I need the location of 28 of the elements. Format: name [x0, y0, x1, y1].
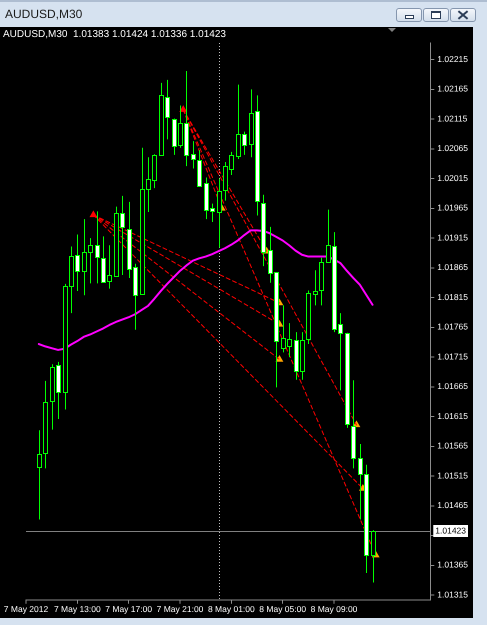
chart-title: AUDUSD,M30 — [5, 7, 82, 21]
chart-subtitle: AUDUSD,M30 1.01383 1.01424 1.01336 1.01423 — [3, 29, 226, 41]
y-tick-label: 1.01615 — [437, 410, 468, 421]
y-tick-label: 1.02215 — [437, 54, 468, 64]
y-tick-label: 1.01765 — [437, 322, 468, 332]
y-tick-label: 1.01715 — [437, 351, 468, 362]
y-tick-label: 1.01665 — [437, 381, 468, 392]
y-tick-label: 1.01965 — [437, 202, 468, 213]
y-tick-label: 1.02115 — [437, 113, 468, 124]
x-tick-label: 7 May 13:00 — [54, 604, 101, 614]
x-tick-label: 7 May 17:00 — [105, 604, 152, 614]
y-tick-label: 1.01315 — [437, 589, 468, 600]
y-tick-label: 1.01565 — [437, 440, 468, 451]
y-tick-label: 1.01865 — [437, 262, 468, 272]
y-tick-label: 1.01365 — [437, 560, 468, 570]
y-tick-label: 1.01465 — [437, 500, 468, 510]
y-tick-label: 1.02065 — [437, 143, 468, 154]
x-tick-label: 7 May 21:00 — [156, 604, 204, 614]
x-tick-label: 8 May 05:00 — [259, 604, 306, 614]
x-tick-label: 8 May 01:00 — [208, 604, 256, 614]
y-tick-label: 1.01515 — [437, 470, 468, 480]
ref-line-label: 1.01423 — [435, 526, 466, 536]
y-tick-label: 1.01915 — [437, 232, 468, 242]
x-tick-label: 7 May 2012 — [4, 604, 48, 614]
y-tick-label: 1.02165 — [437, 84, 468, 94]
x-tick-label: 8 May 09:00 — [310, 604, 358, 614]
y-tick-label: 1.02015 — [437, 172, 468, 183]
y-tick-label: 1.01815 — [437, 292, 468, 302]
